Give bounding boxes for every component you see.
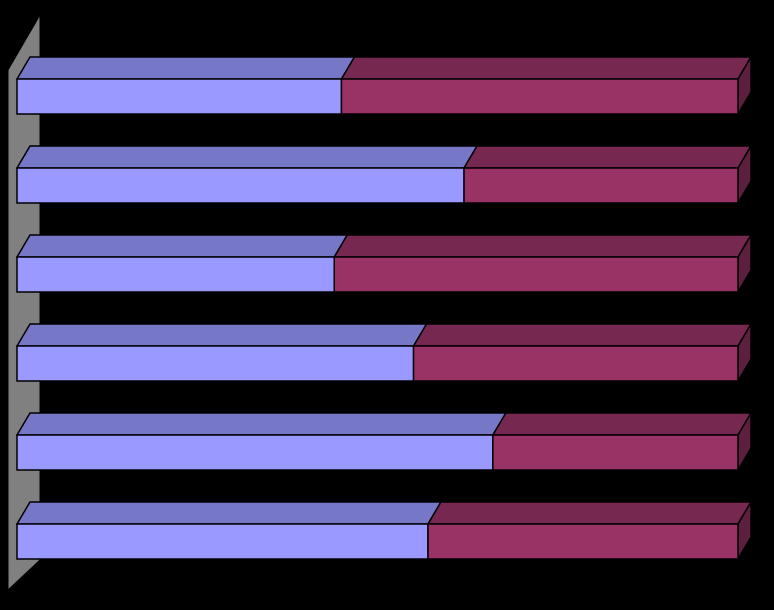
bar-segment <box>15 323 428 382</box>
bar-top <box>462 145 753 169</box>
bar-front <box>492 434 739 471</box>
bar-segment <box>462 143 753 206</box>
bar-front <box>16 345 415 382</box>
bar-segment <box>340 54 753 117</box>
bar-top <box>332 234 753 258</box>
bar-segment <box>412 321 753 384</box>
bar-segment <box>15 145 479 204</box>
bar-segment <box>15 234 349 293</box>
bar-top <box>491 412 753 436</box>
bar-front <box>16 434 494 471</box>
bar-top <box>412 323 753 347</box>
bar-segment <box>15 501 443 560</box>
bar-front <box>16 78 343 115</box>
bar-segment <box>15 56 356 115</box>
bar-top <box>15 234 349 258</box>
bar-front <box>16 167 465 204</box>
bar-top <box>15 323 428 347</box>
bar-front <box>16 256 335 293</box>
bar-front <box>16 523 429 560</box>
bar-segment <box>426 499 753 562</box>
bar-top <box>15 145 479 169</box>
bar-front <box>340 78 739 115</box>
bar-segment <box>332 232 753 295</box>
bar-top <box>15 501 443 525</box>
bar-front <box>427 523 739 560</box>
bar-top <box>426 501 753 525</box>
bar-front <box>412 345 739 382</box>
bar-segment <box>15 412 508 471</box>
bar-top <box>340 56 753 80</box>
bar-top <box>15 56 356 80</box>
bar-front <box>333 256 739 293</box>
bar-top <box>15 412 508 436</box>
bar-segment <box>491 410 753 473</box>
bar-front <box>463 167 739 204</box>
